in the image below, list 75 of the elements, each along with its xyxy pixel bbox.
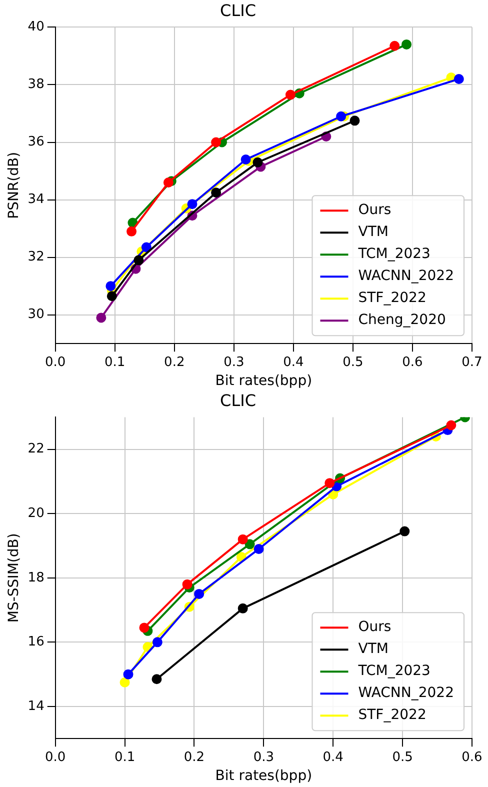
y-tick-label: 18 xyxy=(28,570,44,586)
point xyxy=(402,39,412,50)
x-tick-label: 0.2 xyxy=(184,750,205,765)
point xyxy=(454,74,464,84)
point xyxy=(152,637,162,648)
x-axis-title: Bit rates(bpp) xyxy=(215,373,312,390)
point xyxy=(254,544,264,554)
x-tick-label: 0.6 xyxy=(402,354,423,370)
y-axis-title: MS-SSIM(dB) xyxy=(6,533,22,623)
x-tick-label: 0.6 xyxy=(462,750,482,765)
legend-label: Ours xyxy=(358,619,392,636)
point xyxy=(211,188,222,198)
y-tick-label: 36 xyxy=(28,134,44,150)
x-tick-label: 0.0 xyxy=(45,354,66,370)
x-tick-label: 0.1 xyxy=(114,750,136,765)
x-tick-label: 0.2 xyxy=(164,354,185,370)
legend-label: WACNN_2022 xyxy=(358,685,454,702)
point xyxy=(350,116,360,126)
point xyxy=(238,603,248,614)
point xyxy=(106,291,117,302)
legend-label: VTM xyxy=(358,641,388,658)
x-tick-label: 0.3 xyxy=(253,750,274,765)
point xyxy=(126,226,137,236)
y-tick-label: 38 xyxy=(28,77,44,92)
point xyxy=(211,137,222,148)
point xyxy=(194,588,204,599)
x-tick-label: 0.0 xyxy=(45,750,66,765)
point xyxy=(106,281,116,292)
point xyxy=(163,178,174,188)
point xyxy=(134,255,144,266)
y-tick-label: 20 xyxy=(28,506,44,521)
y-tick-label: 34 xyxy=(28,192,44,208)
point xyxy=(324,478,335,488)
x-tick-label: 0.7 xyxy=(462,354,482,370)
x-tick-label: 0.4 xyxy=(322,750,344,765)
legend-label: STF_2022 xyxy=(358,707,426,724)
point xyxy=(141,242,152,252)
point xyxy=(446,420,456,430)
point xyxy=(244,539,255,550)
y-tick-label: 14 xyxy=(28,698,44,714)
point xyxy=(238,534,248,544)
y-axis-title: PSNR(dB) xyxy=(6,152,22,219)
point xyxy=(390,40,400,51)
y-tick-label: 30 xyxy=(28,307,44,322)
point xyxy=(285,90,296,100)
x-axis-title: Bit rates(bpp) xyxy=(215,768,312,784)
legend-label: STF_2022 xyxy=(358,290,426,306)
legend-label: Cheng_2020 xyxy=(358,312,446,328)
point xyxy=(240,154,251,165)
point xyxy=(139,622,150,633)
point xyxy=(336,111,346,122)
point xyxy=(120,677,130,688)
x-tick-label: 0.4 xyxy=(283,354,304,370)
y-tick-label: 16 xyxy=(28,634,44,650)
chart-title: CLIC xyxy=(220,390,256,410)
point xyxy=(252,157,263,168)
legend-label: WACNN_2022 xyxy=(358,268,454,284)
point xyxy=(400,526,410,536)
point xyxy=(182,579,192,590)
legend-label: TCM_2023 xyxy=(357,246,430,262)
legend-label: VTM xyxy=(358,224,388,240)
y-tick-label: 22 xyxy=(28,442,44,457)
legend-label: TCM_2023 xyxy=(357,663,430,680)
point xyxy=(123,669,134,680)
point xyxy=(187,199,198,210)
point xyxy=(96,312,106,323)
y-tick-label: 32 xyxy=(28,250,44,265)
x-tick-label: 0.3 xyxy=(224,354,244,370)
chart-title: CLIC xyxy=(220,0,256,20)
legend-label: Ours xyxy=(358,202,392,218)
y-tick-label: 40 xyxy=(28,20,44,35)
x-tick-label: 0.1 xyxy=(104,354,126,370)
x-tick-label: 0.5 xyxy=(392,750,413,765)
x-tick-label: 0.5 xyxy=(342,354,364,370)
point xyxy=(152,674,162,684)
